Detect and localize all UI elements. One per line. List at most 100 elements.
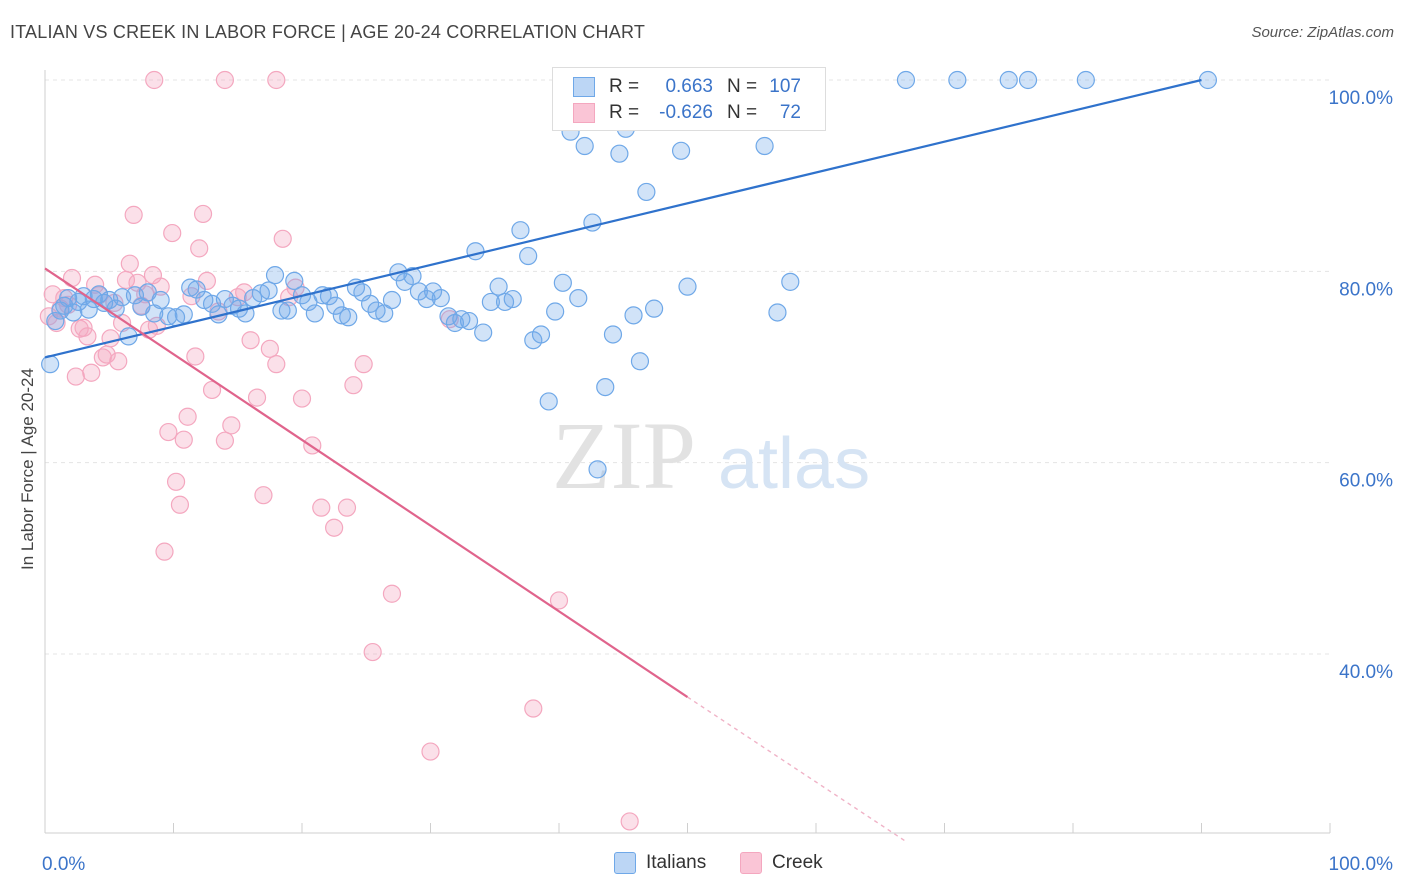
italians-point — [1018, 70, 1038, 90]
italians-point — [319, 287, 339, 306]
italians-point — [375, 304, 394, 323]
italians-point — [278, 301, 297, 320]
creek-point — [247, 388, 267, 407]
italians-point — [489, 277, 508, 296]
creek-point — [222, 416, 241, 435]
grid-lines — [45, 79, 1330, 655]
creek-point — [145, 70, 164, 90]
creek-swatch — [573, 103, 595, 123]
italians-point — [409, 282, 429, 301]
italians-point — [481, 292, 500, 312]
y-tick-label: 100.0% — [1329, 88, 1394, 109]
creek-point — [312, 498, 331, 517]
creek-point — [620, 812, 639, 831]
italians-point — [644, 299, 664, 318]
n-label: N = — [727, 102, 758, 123]
r-value: -0.626 — [659, 102, 713, 123]
source-label: Source: ZipAtlas.com — [1251, 24, 1394, 41]
italians-point — [174, 305, 193, 324]
creek-point — [174, 430, 193, 449]
creek-point — [382, 584, 402, 603]
watermark: ZIP atlas — [552, 402, 870, 509]
stats-box: R = 0.663 N = 107 R = -0.626 N = 72 — [552, 67, 826, 131]
italians-point — [569, 289, 588, 308]
creek-point — [363, 642, 382, 662]
italians-trend-line — [44, 78, 1202, 359]
italians-point — [382, 290, 402, 310]
italians-point — [474, 323, 493, 342]
italians-point — [272, 301, 291, 320]
legend-italians[interactable]: Italians — [614, 852, 706, 874]
italians-point — [361, 294, 380, 313]
italians-point — [89, 285, 109, 304]
creek-point — [82, 363, 101, 382]
creek-point — [325, 518, 344, 537]
italians-point — [79, 300, 98, 319]
n-value: 72 — [779, 102, 801, 123]
creek-point — [163, 223, 182, 243]
creek-point — [215, 70, 234, 90]
creek-point — [344, 376, 363, 395]
creek-point — [193, 204, 213, 224]
creek-point — [421, 742, 440, 761]
creek-point — [159, 422, 178, 442]
italians-point — [596, 377, 615, 397]
italians-point — [630, 352, 650, 371]
legend-creek-label: Creek — [772, 852, 823, 873]
italians-point — [332, 306, 351, 325]
legend-creek[interactable]: Creek — [740, 852, 823, 874]
creek-point — [337, 498, 357, 517]
creek-point — [202, 380, 222, 400]
italians-point — [69, 292, 88, 312]
italians-point — [259, 281, 278, 300]
italians-point — [539, 392, 558, 411]
creek-point — [166, 472, 186, 491]
n-value: 107 — [769, 76, 801, 97]
creek-point — [43, 285, 62, 304]
creek-point — [186, 347, 205, 366]
italians-point — [1198, 70, 1218, 90]
italians-point — [948, 70, 967, 90]
creek-point — [178, 407, 197, 426]
italians-point — [588, 460, 607, 479]
italians-point — [575, 136, 594, 156]
italians-point — [546, 302, 565, 321]
creek-trend-extension — [687, 696, 907, 843]
x-tick-label-right: 100.0% — [1329, 854, 1394, 875]
italians-point — [151, 290, 170, 310]
creek-point — [120, 254, 139, 273]
stats-row-creek: R = -0.626 N = 72 — [573, 100, 801, 126]
italians-point — [678, 277, 697, 296]
italians-point — [403, 267, 422, 286]
italians-point — [181, 278, 200, 297]
stats-row-italians: R = 0.663 N = 107 — [573, 74, 801, 100]
italians-point — [553, 273, 572, 292]
y-tick-labels: 100.0% 80.0% 60.0% 40.0% — [1329, 88, 1394, 683]
italians-point — [305, 304, 324, 323]
italians-point — [755, 136, 774, 156]
x-tick-labels: 0.0% 100.0% — [42, 854, 1393, 875]
chart-title: ITALIAN VS CREEK IN LABOR FORCE | AGE 20… — [10, 22, 646, 42]
italians-point — [1076, 70, 1095, 90]
watermark-atlas: atlas — [718, 424, 870, 504]
italians-point — [459, 311, 479, 331]
creek-point — [66, 367, 85, 386]
r-label: R = — [609, 102, 640, 123]
creek-point — [267, 355, 286, 374]
italians-swatch — [573, 77, 595, 97]
creek-point — [549, 591, 569, 610]
y-tick-label: 80.0% — [1339, 279, 1393, 300]
creek-point — [155, 542, 174, 561]
x-tick-label-left: 0.0% — [42, 854, 85, 875]
creek-point — [109, 352, 128, 371]
creek-point — [215, 431, 234, 450]
y-tick-label: 40.0% — [1339, 662, 1393, 683]
trend-lines — [44, 78, 1202, 843]
italians-point — [531, 325, 551, 344]
creek-points — [39, 70, 639, 831]
creek-point — [292, 389, 312, 408]
creek-point — [190, 239, 209, 258]
legend-italians-swatch — [614, 852, 636, 874]
watermark-zip: ZIP — [552, 402, 696, 509]
